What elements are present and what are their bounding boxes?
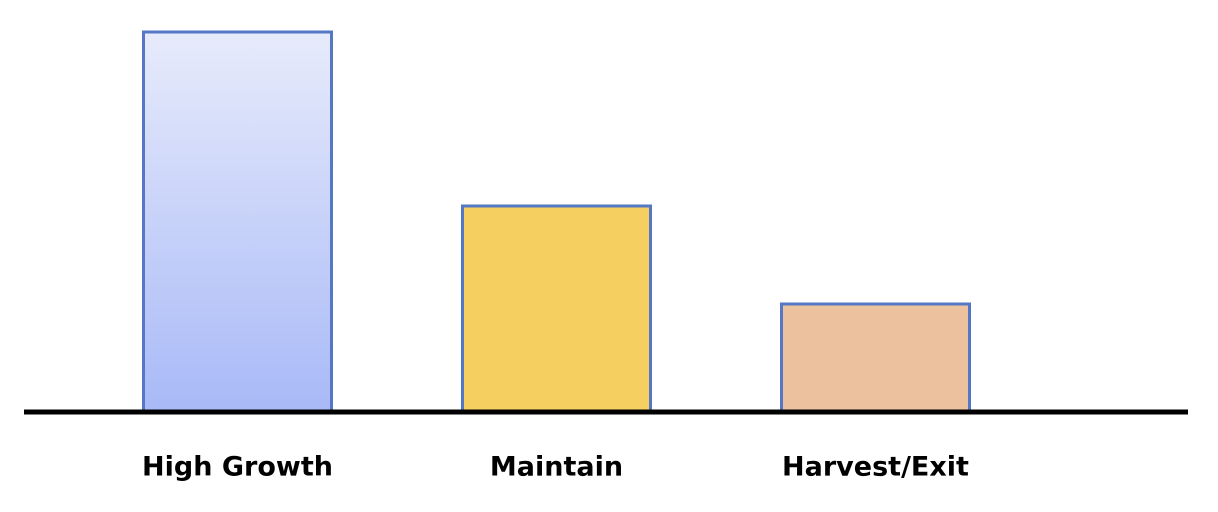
x-tick-label: Harvest/Exit — [782, 452, 969, 483]
bar — [142, 30, 333, 414]
bar — [461, 204, 652, 414]
x-tick-label: Maintain — [490, 452, 623, 483]
bar — [780, 302, 971, 414]
x-tick-label: High Growth — [142, 452, 333, 483]
